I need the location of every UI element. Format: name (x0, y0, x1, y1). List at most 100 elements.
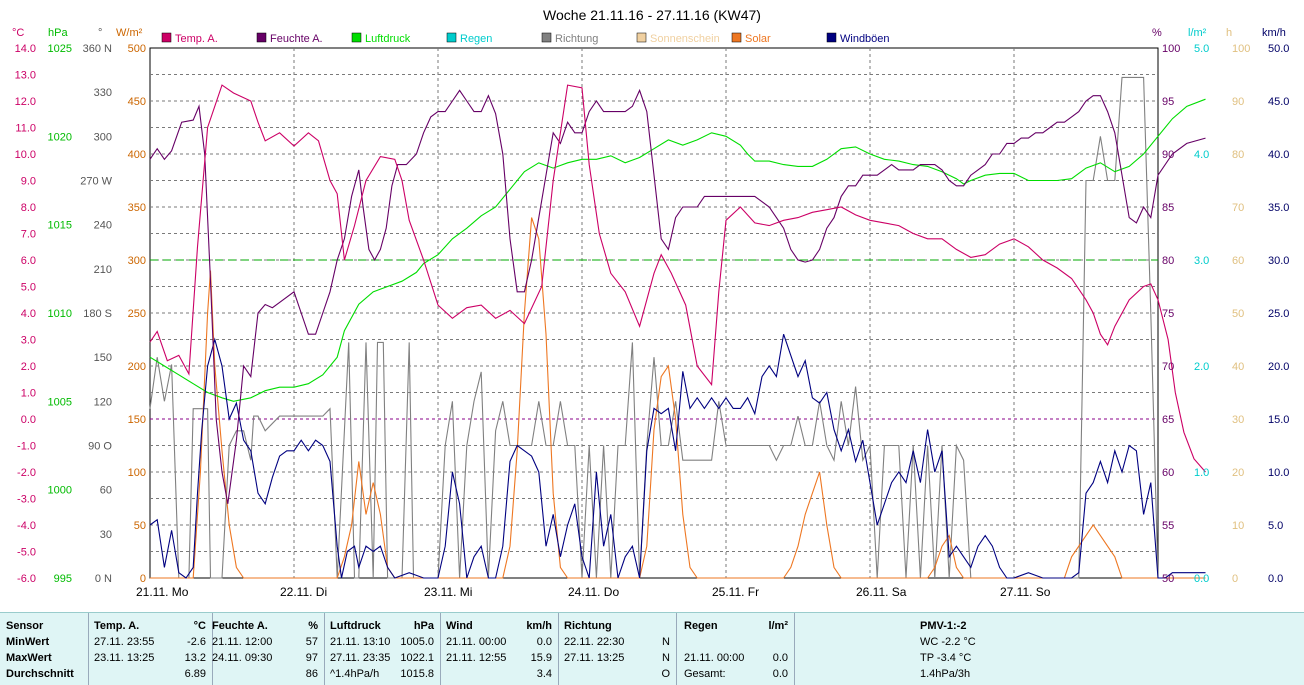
temp-axis-tick: 2.0 (21, 361, 36, 373)
wind-axis-tick: 25.0 (1268, 308, 1289, 320)
pressure-trend: ^1.4hPa/h (330, 668, 380, 680)
sun-axis-tick: 100 (1232, 43, 1250, 55)
direction-axis-tick: 90 O (88, 441, 112, 453)
pressure-axis-tick: 1000 (48, 485, 72, 497)
wind-axis-tick: 0.0 (1268, 573, 1283, 585)
legend-swatch (446, 32, 457, 43)
sun-axis-tick: 90 (1232, 96, 1244, 108)
temp-max: 13.2 (184, 652, 206, 664)
day-label: 27.11. So (1000, 585, 1051, 599)
humidity-axis-tick: 100 (1162, 43, 1180, 55)
direction-min: N (662, 636, 670, 648)
stats-col-pmv: PMV-1:-2 WC -2.2 °C TP -3.4 °C 1.4hPa/3h (794, 613, 1304, 685)
sun-axis-tick: 10 (1232, 520, 1244, 532)
direction-axis-tick: 300 (94, 131, 112, 143)
rain-axis-tick: 3.0 (1194, 255, 1209, 267)
legend-swatch (826, 32, 837, 43)
axis-unit-label: °C (12, 27, 24, 39)
wind-axis-tick: 45.0 (1268, 96, 1289, 108)
temp-axis-tick: 6.0 (21, 255, 36, 267)
temp-axis-tick: 14.0 (15, 43, 36, 55)
day-label: 26.11. Sa (856, 585, 907, 599)
humidity-axis-tick: 55 (1162, 520, 1174, 532)
temp-axis-tick: 4.0 (21, 308, 36, 320)
temp-axis-tick: 9.0 (21, 176, 36, 188)
sun-axis-tick: 80 (1232, 149, 1244, 161)
legend-label: Temp. A. (175, 33, 218, 45)
pressure-unit: hPa (413, 620, 434, 632)
pressure-axis-tick: 1020 (48, 131, 72, 143)
axis-unit-label: ° (98, 27, 102, 39)
direction-axis-tick: 60 (100, 485, 112, 497)
axis-unit-label: h (1226, 27, 1232, 39)
direction-avg: O (661, 668, 670, 680)
stats-col-wind: Wind km/h 21.11. 00:00 0.0 21.11. 12:55 … (440, 613, 559, 685)
legend-label: Solar (745, 33, 771, 45)
wind-axis-tick: 30.0 (1268, 255, 1289, 267)
reference-lines (150, 259, 1158, 420)
humidity-axis-tick: 50 (1162, 573, 1174, 585)
legend: Temp. A. Feuchte A. Luftdruck Regen Richtung… (161, 32, 890, 45)
temp-axis-tick: 11.0 (15, 123, 36, 135)
sun-axis-tick: 60 (1232, 255, 1244, 267)
axis-unit-label: l/m² (1188, 27, 1207, 39)
temp-max-time: 23.11. 13:25 (94, 652, 155, 664)
temp-axis-tick: -2.0 (17, 467, 36, 479)
pressure-axis-tick: 1025 (48, 43, 72, 55)
direction-max-time: 27.11. 13:25 (564, 652, 625, 664)
wind-header: Wind (446, 620, 473, 632)
temp-unit: °C (193, 620, 206, 632)
temp-axis-tick: 1.0 (21, 388, 36, 400)
pressure-max-time: 27.11. 23:35 (330, 652, 391, 664)
rain-axis-tick: 1.0 (1194, 467, 1209, 479)
humidity-max-time: 24.11. 09:30 (212, 652, 273, 664)
direction-min-time: 22.11. 22:30 (564, 636, 625, 648)
direction-axis-tick: 120 (94, 396, 112, 408)
axis-unit-label: % (1152, 27, 1162, 39)
direction-axis-tick: 330 (94, 87, 112, 99)
wind-axis-tick: 15.0 (1268, 414, 1289, 426)
legend-swatch (636, 32, 647, 43)
stats-col-rain: Regen l/m² 21.11. 00:00 0.0 Gesamt: 0.0 (676, 613, 795, 685)
wind-axis-tick: 40.0 (1268, 149, 1289, 161)
temp-header: Temp. A. (94, 620, 140, 632)
solar-axis-tick: 0 (140, 573, 146, 585)
temp-axis-tick: 0.0 (21, 414, 36, 426)
wind-max-time: 21.11. 12:55 (446, 652, 507, 664)
solar-axis-tick: 250 (128, 308, 146, 320)
wind-axis-tick: 35.0 (1268, 202, 1289, 214)
wind-axis-tick: 50.0 (1268, 43, 1289, 55)
rain-value: 0.0 (772, 652, 788, 664)
rain-axis-tick: 5.0 (1194, 43, 1209, 55)
wind-avg: 3.4 (536, 668, 552, 680)
humidity-avg: 86 (305, 668, 318, 680)
pmv-header: PMV-1:-2 (920, 620, 967, 632)
pressure-max: 1022.1 (400, 652, 434, 664)
legend-label: Regen (460, 33, 492, 45)
humidity-min-time: 21.11. 12:00 (212, 636, 273, 648)
rain-total: 0.0 (772, 668, 788, 680)
humidity-axis-tick: 75 (1162, 308, 1174, 320)
day-label: 24.11. Do (568, 585, 619, 599)
pressure-header: Luftdruck (330, 620, 381, 632)
row-label-max: MaxWert (6, 652, 52, 664)
series-line-windböen (149, 334, 1206, 579)
pressure-axis-tick: 1010 (48, 308, 72, 320)
temp-axis-tick: 7.0 (21, 229, 36, 241)
temp-axis-tick: -3.0 (17, 494, 36, 506)
solar-axis-tick: 200 (128, 361, 146, 373)
wind-axis-tick: 20.0 (1268, 361, 1289, 373)
series-line-feuchte-a- (149, 88, 1206, 504)
temp-axis-tick: -6.0 (17, 573, 36, 585)
pressure-min: 1005.0 (400, 636, 434, 648)
solar-axis-tick: 400 (128, 149, 146, 161)
solar-axis-tick: 150 (128, 414, 146, 426)
chart-title: Woche 21.11.16 - 27.11.16 (KW47) (543, 7, 761, 23)
direction-axis-tick: 180 S (83, 308, 112, 320)
pmv-trend: 1.4hPa/3h (920, 668, 971, 680)
rain-axis-tick: 4.0 (1194, 149, 1209, 161)
axis-unit-label: W/m² (116, 27, 143, 39)
direction-axis-tick: 150 (94, 352, 112, 364)
legend-swatch (731, 32, 742, 43)
series-layer (149, 76, 1206, 579)
